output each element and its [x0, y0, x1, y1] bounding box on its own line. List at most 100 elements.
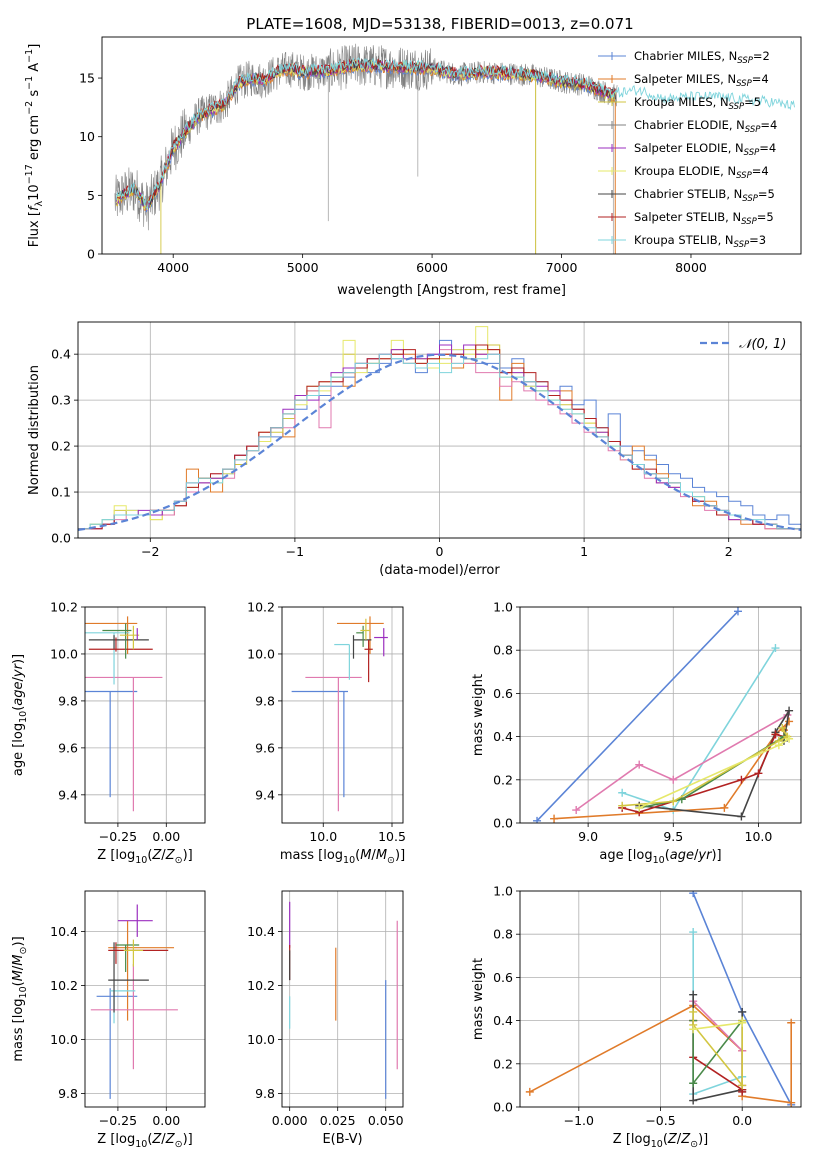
y-tick-label: 9.8 [58, 693, 78, 708]
x-tick-label: 1 [580, 544, 588, 559]
x-tick-label: 6000 [416, 260, 448, 275]
y-tick-label: 0.2 [493, 1056, 513, 1071]
x-tick-label: 0.000 [272, 1113, 308, 1128]
axes-frame [281, 890, 404, 1108]
figure-title: PLATE=1608, MJD=53138, FIBERID=0013, z=0… [246, 15, 633, 33]
errorbar-point [85, 632, 130, 685]
plot-area [90, 904, 178, 1099]
y-tick-label: 9.6 [255, 740, 275, 755]
weight-marker [550, 814, 559, 823]
y-tick-label: 0.8 [493, 927, 513, 942]
panel-age-weight: 9.0 9.5 10.0 0.0 0.2 0.4 0.6 0.8 1.0 age [log10(a… [471, 600, 802, 866]
weight-marker [771, 644, 780, 653]
weight-marker [525, 1087, 534, 1096]
x-tick-label: −1 [286, 544, 304, 559]
y-tick-label: 0.8 [493, 643, 513, 658]
weight-line [693, 1022, 743, 1030]
weight-marker [787, 1018, 796, 1027]
y-tick-label: 0.2 [493, 772, 513, 787]
panel-mass-age: 10.0 10.5 9.4 9.6 9.8 10.0 10.2 mass [log10(M/M… [247, 600, 406, 867]
weight-line [622, 727, 789, 807]
y-tick-label: 15 [79, 71, 95, 86]
x-tick-label: 10.0 [309, 829, 337, 844]
axes-frame [519, 890, 802, 1108]
errorbar-point [96, 988, 138, 1099]
errorbar-point [356, 625, 364, 647]
y-axis-label: mass weight [471, 958, 486, 1040]
errorbar-point [88, 637, 153, 652]
weight-marker [738, 1018, 747, 1027]
legend-label: Chabrier STELIB, NSSP=5 [634, 187, 775, 204]
axes-frame [519, 606, 802, 824]
weight-marker [737, 775, 746, 784]
errorbar-point [117, 904, 153, 937]
y-tick-label: 1.0 [493, 884, 513, 899]
weight-line [639, 735, 785, 809]
y-tick-label: 9.8 [58, 1086, 78, 1101]
x-axis-label: mass [log10(M/M⊙)] [280, 848, 405, 866]
weight-series-kroupa_elodie [689, 1018, 747, 1034]
x-tick-label: −0.25 [99, 1113, 137, 1128]
y-tick-label: 0.3 [51, 393, 71, 408]
weight-line [692, 1012, 743, 1088]
x-axis-label: E(B-V) [322, 1132, 362, 1147]
errorbar-point [85, 676, 163, 812]
x-tick-label: 0.0 [732, 1113, 752, 1128]
y-tick-label: 9.8 [255, 1086, 275, 1101]
plot-area [289, 901, 398, 1099]
panel-Z-weight: −1.0 −0.5 0.0 0.0 0.2 0.4 0.6 0.8 1.0 Z [log10(Z/… [471, 884, 802, 1150]
errorbar-point [123, 939, 144, 967]
weight-line [575, 714, 788, 811]
x-axis-label: age [log10(age/yr)] [599, 848, 721, 866]
y-axis-label: mass weight [471, 674, 486, 756]
plot-area [85, 616, 163, 812]
y-axis-label: Flux [fλ10−17 erg cm−2 s−1 A−1] [24, 44, 45, 248]
legend-label: Kroupa MILES, NSSP=5 [634, 95, 761, 112]
x-tick-label: 10.5 [378, 829, 406, 844]
y-tick-label: 10.0 [247, 646, 275, 661]
weight-marker [669, 775, 678, 784]
weight-marker [771, 730, 780, 739]
y-tick-label: 10.0 [50, 1032, 78, 1047]
x-axis-label: Z [log10(Z/Z⊙)] [97, 1132, 192, 1150]
legend-entry: Salpeter STELIB, NSSP=5 [598, 210, 774, 227]
legend-label: Salpeter STELIB, NSSP=5 [634, 210, 774, 227]
legend-label: Salpeter MILES, NSSP=4 [634, 72, 769, 89]
y-tick-label: 0 [87, 247, 95, 262]
legend-entry: Kroupa MILES, NSSP=5 [598, 95, 761, 112]
errorbar-point [85, 690, 138, 798]
x-tick-label: −0.25 [99, 829, 137, 844]
weight-series-extra_pink [689, 997, 747, 1090]
weight-series-kroupa_elodie [635, 734, 794, 812]
y-tick-label: 0.4 [493, 729, 513, 744]
y-tick-label: 0.2 [51, 439, 71, 454]
weight-marker [689, 928, 698, 937]
weight-marker [572, 806, 581, 815]
errorbar-point [90, 963, 178, 1070]
legend-label: 𝒩(0, 1) [739, 337, 786, 352]
x-axis-label: Z [log10(Z/Z⊙)] [97, 848, 192, 866]
legend-entry: Salpeter ELODIE, NSSP=4 [598, 141, 776, 158]
x-tick-label: −1.0 [564, 1113, 594, 1128]
legend-label: Salpeter ELODIE, NSSP=4 [634, 141, 776, 158]
weight-series-extra_pink [572, 711, 792, 815]
y-tick-label: 0.6 [493, 686, 513, 701]
legend-entry: Chabrier STELIB, NSSP=5 [598, 187, 775, 204]
x-tick-label: 7000 [546, 260, 578, 275]
weight-marker [720, 803, 729, 812]
weight-marker [778, 723, 787, 732]
x-tick-label: 0.00 [152, 1113, 180, 1128]
weight-marker [754, 769, 763, 778]
errorbar-point [291, 690, 348, 798]
weight-line [536, 610, 739, 822]
weight-marker [689, 1079, 698, 1088]
weight-marker [787, 1098, 796, 1107]
y-axis-label: age [log10(age/yr)] [11, 654, 29, 776]
weight-marker [618, 801, 627, 810]
x-tick-label: 5000 [287, 260, 319, 275]
plot-area [525, 891, 796, 1107]
weight-marker [737, 812, 746, 821]
axes-frame [77, 321, 802, 539]
y-tick-label: 10.2 [50, 600, 78, 615]
